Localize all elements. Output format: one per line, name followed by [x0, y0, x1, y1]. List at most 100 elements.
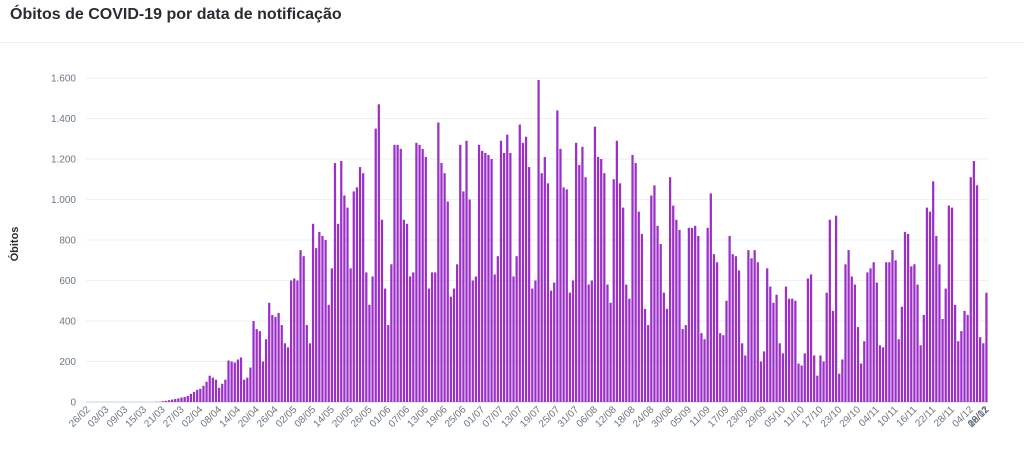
- bar[interactable]: [252, 321, 255, 402]
- bar[interactable]: [850, 276, 853, 402]
- bar[interactable]: [258, 331, 261, 403]
- bar[interactable]: [697, 235, 700, 402]
- bar[interactable]: [963, 310, 966, 403]
- bar[interactable]: [537, 80, 540, 403]
- bar[interactable]: [481, 150, 484, 402]
- bar[interactable]: [903, 231, 907, 402]
- bar[interactable]: [603, 173, 606, 402]
- bar[interactable]: [584, 177, 587, 402]
- bar[interactable]: [490, 159, 493, 402]
- bar[interactable]: [496, 256, 499, 402]
- bar[interactable]: [816, 375, 819, 402]
- bar[interactable]: [944, 288, 947, 402]
- bar[interactable]: [690, 227, 694, 402]
- bar[interactable]: [512, 276, 515, 402]
- bar[interactable]: [565, 189, 568, 403]
- bar[interactable]: [819, 355, 822, 402]
- bar[interactable]: [377, 104, 380, 402]
- bar[interactable]: [553, 282, 556, 402]
- bar[interactable]: [628, 298, 631, 402]
- bar[interactable]: [393, 144, 396, 402]
- bar[interactable]: [869, 268, 872, 402]
- bar[interactable]: [834, 215, 838, 402]
- bar[interactable]: [368, 304, 371, 402]
- bar[interactable]: [521, 142, 525, 403]
- bar[interactable]: [910, 266, 913, 402]
- bar[interactable]: [164, 400, 167, 402]
- bar[interactable]: [324, 240, 327, 402]
- bar[interactable]: [456, 264, 459, 402]
- bar[interactable]: [700, 333, 703, 402]
- bar[interactable]: [781, 353, 784, 402]
- bar[interactable]: [549, 290, 553, 403]
- bar[interactable]: [907, 233, 910, 402]
- bar[interactable]: [941, 318, 944, 402]
- bar[interactable]: [969, 177, 972, 402]
- bar[interactable]: [681, 329, 684, 402]
- bar[interactable]: [797, 363, 800, 402]
- bar[interactable]: [622, 207, 625, 402]
- bar[interactable]: [813, 355, 816, 402]
- bar[interactable]: [750, 258, 753, 402]
- bar[interactable]: [571, 280, 575, 403]
- bar[interactable]: [371, 276, 374, 402]
- bar[interactable]: [214, 379, 218, 402]
- bar[interactable]: [953, 304, 957, 402]
- bar[interactable]: [412, 272, 415, 402]
- bar[interactable]: [863, 341, 866, 402]
- bar[interactable]: [321, 235, 324, 402]
- bar[interactable]: [264, 339, 268, 402]
- bar[interactable]: [647, 325, 650, 402]
- bar[interactable]: [499, 140, 503, 402]
- bar[interactable]: [787, 298, 791, 402]
- bar[interactable]: [568, 292, 572, 402]
- bar[interactable]: [891, 250, 894, 403]
- bar[interactable]: [913, 264, 916, 402]
- bar[interactable]: [352, 191, 355, 402]
- bar[interactable]: [174, 398, 177, 402]
- bar[interactable]: [449, 296, 452, 402]
- bar[interactable]: [631, 154, 634, 402]
- bar[interactable]: [515, 256, 518, 402]
- bar[interactable]: [562, 187, 565, 402]
- bar[interactable]: [847, 250, 850, 403]
- bar[interactable]: [362, 173, 365, 402]
- bar[interactable]: [415, 142, 418, 403]
- bar[interactable]: [255, 329, 258, 402]
- bar[interactable]: [662, 292, 665, 402]
- bar[interactable]: [659, 244, 662, 402]
- bar[interactable]: [315, 248, 318, 402]
- bar[interactable]: [421, 148, 424, 403]
- bar[interactable]: [950, 207, 954, 402]
- bar[interactable]: [932, 181, 935, 402]
- bar[interactable]: [706, 227, 709, 402]
- bar[interactable]: [518, 124, 521, 402]
- bar[interactable]: [581, 146, 584, 402]
- bar[interactable]: [653, 185, 656, 402]
- bar[interactable]: [171, 399, 174, 402]
- bar[interactable]: [427, 288, 431, 402]
- bar[interactable]: [305, 325, 308, 402]
- bar[interactable]: [719, 333, 722, 402]
- bar[interactable]: [960, 331, 963, 403]
- bar[interactable]: [308, 343, 312, 402]
- bar[interactable]: [418, 144, 421, 402]
- bar[interactable]: [446, 201, 449, 402]
- bar[interactable]: [167, 400, 171, 402]
- bar[interactable]: [756, 262, 759, 402]
- bar[interactable]: [524, 136, 528, 403]
- bar[interactable]: [330, 268, 333, 402]
- bar[interactable]: [703, 339, 706, 402]
- bar[interactable]: [205, 381, 208, 402]
- bar[interactable]: [919, 345, 922, 402]
- bar[interactable]: [825, 292, 828, 402]
- bar[interactable]: [856, 327, 860, 402]
- bar[interactable]: [477, 144, 481, 402]
- bar[interactable]: [374, 128, 377, 403]
- bar[interactable]: [336, 223, 340, 402]
- bar[interactable]: [637, 211, 640, 402]
- bar[interactable]: [443, 173, 446, 402]
- bar[interactable]: [772, 302, 775, 402]
- bar[interactable]: [878, 345, 882, 402]
- bar[interactable]: [634, 163, 637, 402]
